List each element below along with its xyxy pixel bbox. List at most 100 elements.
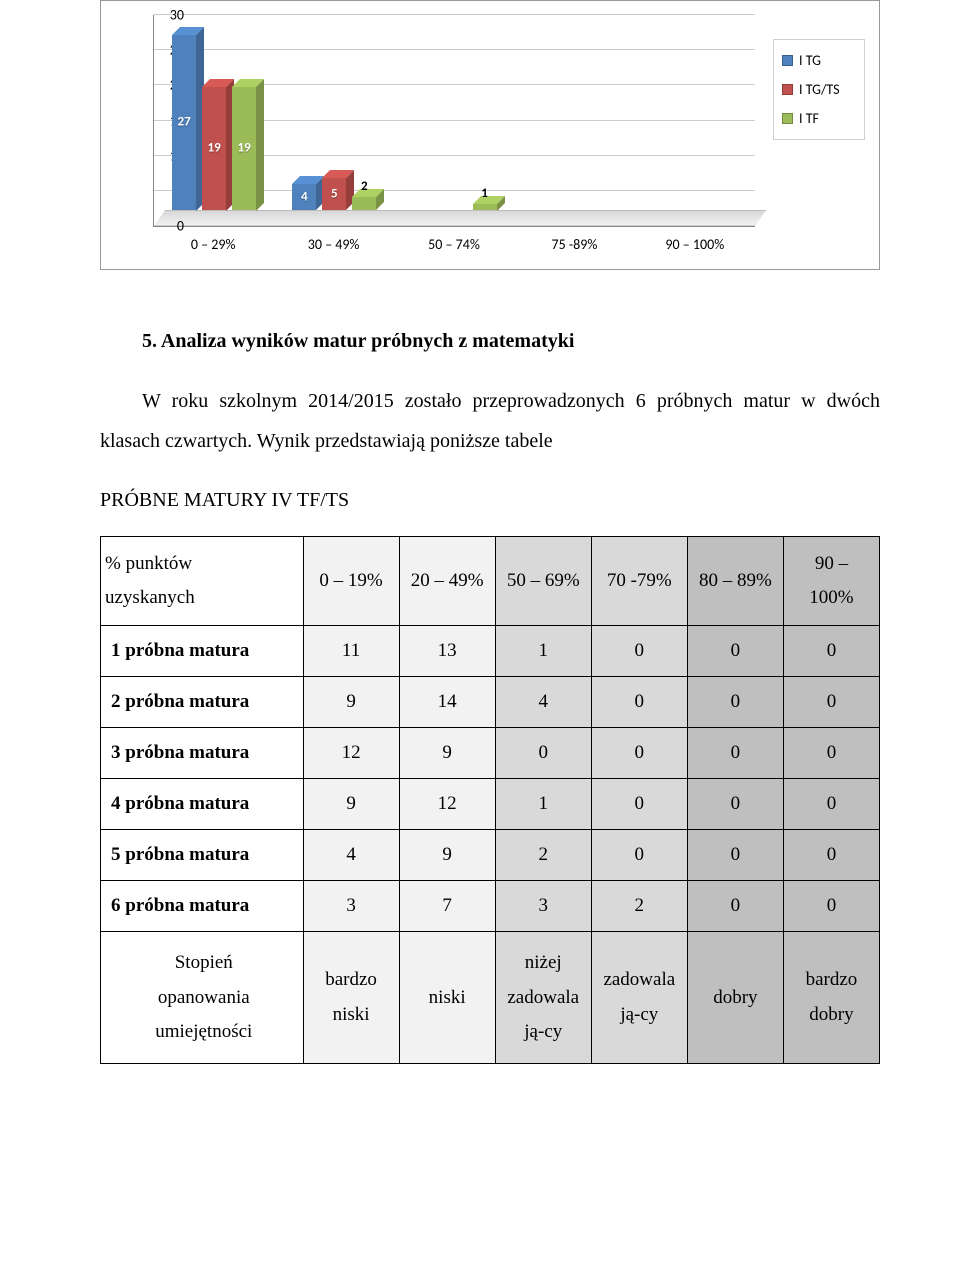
table-cell: 9 xyxy=(399,728,495,779)
bar-value-label: 1 xyxy=(473,186,497,201)
table-cell: 0 xyxy=(687,677,783,728)
table-cell: 13 xyxy=(399,626,495,677)
section-paragraph: W roku szkolnym 2014/2015 zostało przepr… xyxy=(100,381,880,461)
table-cell: 0 xyxy=(591,728,687,779)
table-row: 1 próbna matura11131000 xyxy=(101,626,880,677)
table-cell: 1 xyxy=(495,626,591,677)
bar-value-label: 19 xyxy=(202,141,226,156)
x-tick-label: 30 – 49% xyxy=(273,236,393,253)
table-row: 5 próbna matura492000 xyxy=(101,830,880,881)
table-cell: 2 xyxy=(495,830,591,881)
table-cell: 0 xyxy=(591,830,687,881)
bar-value-label: 27 xyxy=(172,115,196,130)
table-cell: 3 xyxy=(495,881,591,932)
legend-swatch xyxy=(782,84,793,95)
table-cell: 9 xyxy=(303,779,399,830)
table-cell: 0 xyxy=(687,881,783,932)
bar-value-label: 4 xyxy=(292,190,316,205)
bar: 1 xyxy=(473,204,497,211)
bar: 4 xyxy=(292,184,316,210)
table-cell: 11 xyxy=(303,626,399,677)
table-column-header: 80 – 89% xyxy=(687,537,783,626)
table-row: 4 próbna matura9121000 xyxy=(101,779,880,830)
table-column-header: 50 – 69% xyxy=(495,537,591,626)
table-cell: 0 xyxy=(783,677,879,728)
table-footer-row: Stopieńopanowaniaumiejętnościbardzoniski… xyxy=(101,932,880,1064)
bar-value-label: 19 xyxy=(232,141,256,156)
table-footer-cell: bardzodobry xyxy=(783,932,879,1064)
table-row-header: 5 próbna matura xyxy=(101,830,304,881)
table-column-header: 90 –100% xyxy=(783,537,879,626)
table-cell: 9 xyxy=(303,677,399,728)
table-cell: 4 xyxy=(495,677,591,728)
table-footer-cell: bardzoniski xyxy=(303,932,399,1064)
table-footer-cell: dobry xyxy=(687,932,783,1064)
table-cell: 1 xyxy=(495,779,591,830)
table-cell: 0 xyxy=(687,779,783,830)
table-cell: 4 xyxy=(303,830,399,881)
bar-chart: 0510152025302719194521 0 – 29%30 – 49%50… xyxy=(100,0,880,270)
table-row-header: 3 próbna matura xyxy=(101,728,304,779)
bar-value-label: 2 xyxy=(352,179,376,194)
table-cell: 9 xyxy=(399,830,495,881)
bar-group xyxy=(515,15,635,210)
table-cell: 12 xyxy=(399,779,495,830)
legend-swatch xyxy=(782,113,793,124)
legend-item: I TF xyxy=(782,104,856,133)
bar: 27 xyxy=(172,35,196,211)
legend-item: I TG xyxy=(782,46,856,75)
table-row: 3 próbna matura1290000 xyxy=(101,728,880,779)
table-footer-cell: zadowalają-cy xyxy=(591,932,687,1064)
bar-group xyxy=(635,15,755,210)
bar: 2 xyxy=(352,197,376,210)
table-corner-header: % punktówuzyskanych xyxy=(101,537,304,626)
legend-label: I TF xyxy=(799,110,819,127)
legend-swatch xyxy=(782,55,793,66)
table-cell: 0 xyxy=(783,728,879,779)
x-tick-label: 90 – 100% xyxy=(635,236,755,253)
table-cell: 0 xyxy=(591,779,687,830)
legend-label: I TG xyxy=(799,52,821,69)
chart-legend: I TG I TG/TS I TF xyxy=(773,39,865,140)
bar-group: 27 19 19 xyxy=(154,15,274,210)
table-cell: 0 xyxy=(687,626,783,677)
table-row-header: 2 próbna matura xyxy=(101,677,304,728)
table-footer-cell: niżejzadowalają-cy xyxy=(495,932,591,1064)
table-cell: 14 xyxy=(399,677,495,728)
table-cell: 3 xyxy=(303,881,399,932)
table-row-header: 1 próbna matura xyxy=(101,626,304,677)
table-cell: 7 xyxy=(399,881,495,932)
table-footer-rowhead: Stopieńopanowaniaumiejętności xyxy=(101,932,304,1064)
bar: 19 xyxy=(202,87,226,211)
table-row: 2 próbna matura9144000 xyxy=(101,677,880,728)
chart-plot-area: 0510152025302719194521 0 – 29%30 – 49%50… xyxy=(115,11,755,259)
table-cell: 0 xyxy=(687,728,783,779)
table-footer-cell: niski xyxy=(399,932,495,1064)
table-cell: 0 xyxy=(495,728,591,779)
table-cell: 0 xyxy=(783,830,879,881)
bar-group: 452 xyxy=(274,15,394,210)
bar-group: 1 xyxy=(394,15,514,210)
table-cell: 0 xyxy=(591,626,687,677)
table-cell: 12 xyxy=(303,728,399,779)
table-column-header: 70 -79% xyxy=(591,537,687,626)
table-cell: 0 xyxy=(783,626,879,677)
legend-item: I TG/TS xyxy=(782,75,856,104)
bar-value-label: 5 xyxy=(322,186,346,201)
table-row-header: 6 próbna matura xyxy=(101,881,304,932)
results-table: % punktówuzyskanych0 – 19%20 – 49%50 – 6… xyxy=(100,536,880,1064)
table-cell: 2 xyxy=(591,881,687,932)
legend-label: I TG/TS xyxy=(799,81,840,98)
table-row: 6 próbna matura373200 xyxy=(101,881,880,932)
section-subhead: PRÓBNE MATURY IV TF/TS xyxy=(100,489,880,512)
table-column-header: 0 – 19% xyxy=(303,537,399,626)
x-tick-label: 50 – 74% xyxy=(394,236,514,253)
section-title: 5. Analiza wyników matur próbnych z mate… xyxy=(142,330,880,353)
x-tick-label: 75 -89% xyxy=(514,236,634,253)
table-cell: 0 xyxy=(783,881,879,932)
x-tick-label: 0 – 29% xyxy=(153,236,273,253)
table-cell: 0 xyxy=(783,779,879,830)
table-cell: 0 xyxy=(591,677,687,728)
bar: 5 xyxy=(322,178,346,210)
y-tick-label: 0 xyxy=(150,218,184,235)
